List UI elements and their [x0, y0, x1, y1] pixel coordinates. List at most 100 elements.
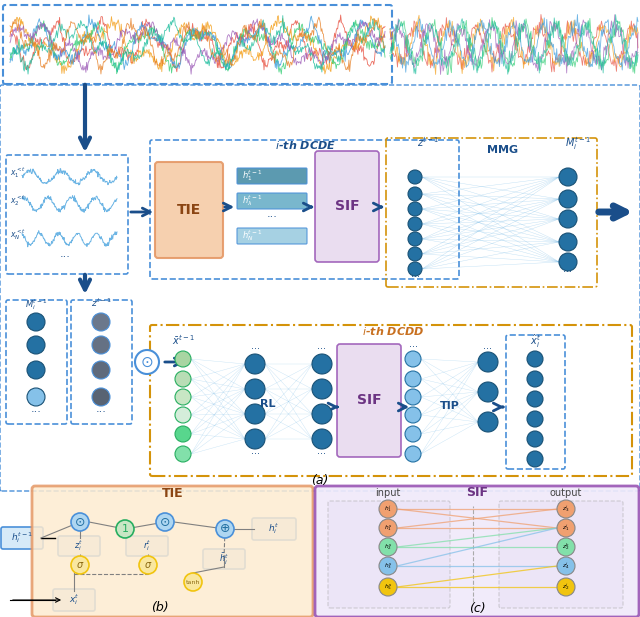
- Text: TIE: TIE: [177, 203, 201, 217]
- Circle shape: [557, 557, 575, 575]
- Circle shape: [312, 354, 332, 374]
- Text: ...: ...: [250, 446, 259, 456]
- Circle shape: [92, 361, 110, 379]
- Circle shape: [405, 351, 421, 367]
- Text: $\odot$: $\odot$: [159, 515, 171, 529]
- Text: (b): (b): [151, 601, 169, 614]
- Text: $M_i^{t-1}$: $M_i^{t-1}$: [565, 135, 591, 152]
- Circle shape: [405, 407, 421, 423]
- Text: $z^{t-1}$: $z^{t-1}$: [417, 135, 439, 149]
- Text: $x_1^{<t}$: $x_1^{<t}$: [10, 165, 26, 181]
- Circle shape: [527, 451, 543, 467]
- Circle shape: [559, 253, 577, 271]
- Circle shape: [557, 519, 575, 537]
- Circle shape: [116, 520, 134, 538]
- Text: ...: ...: [31, 404, 42, 414]
- FancyBboxPatch shape: [203, 549, 245, 569]
- Circle shape: [245, 404, 265, 424]
- Text: SIF: SIF: [356, 394, 381, 407]
- Text: $z_i^t$: $z_i^t$: [74, 539, 84, 553]
- Text: $x_N^{<t}$: $x_N^{<t}$: [10, 228, 26, 242]
- Circle shape: [557, 578, 575, 596]
- Circle shape: [527, 371, 543, 387]
- Text: ...: ...: [408, 339, 417, 349]
- Text: $h_2^s$: $h_2^s$: [384, 542, 392, 552]
- Text: $x_2^{<t}$: $x_2^{<t}$: [10, 193, 26, 207]
- FancyBboxPatch shape: [237, 193, 307, 209]
- Circle shape: [408, 202, 422, 216]
- Text: ...: ...: [563, 264, 573, 274]
- Circle shape: [312, 404, 332, 424]
- Circle shape: [175, 351, 191, 367]
- Circle shape: [175, 426, 191, 442]
- Text: RL: RL: [260, 399, 276, 409]
- Text: 1: 1: [122, 524, 129, 534]
- Text: $z^{t-1}$: $z^{t-1}$: [91, 297, 111, 309]
- Circle shape: [92, 336, 110, 354]
- FancyBboxPatch shape: [1, 527, 43, 549]
- Text: TIP: TIP: [440, 401, 460, 411]
- Text: $z_3^i$: $z_3^i$: [563, 503, 570, 515]
- Text: $x_i^t$: $x_i^t$: [68, 592, 79, 608]
- Circle shape: [184, 573, 202, 591]
- Circle shape: [175, 389, 191, 405]
- Text: ...: ...: [483, 341, 493, 351]
- Text: $h_i^{t-1}$: $h_i^{t-1}$: [11, 531, 33, 545]
- Circle shape: [527, 431, 543, 447]
- Circle shape: [559, 168, 577, 186]
- Circle shape: [405, 389, 421, 405]
- FancyBboxPatch shape: [328, 501, 450, 608]
- Text: $z_1^i$: $z_1^i$: [563, 523, 570, 534]
- Circle shape: [175, 371, 191, 387]
- Circle shape: [27, 361, 45, 379]
- Circle shape: [27, 388, 45, 406]
- Circle shape: [559, 233, 577, 251]
- FancyBboxPatch shape: [155, 162, 223, 258]
- Text: $\sigma$: $\sigma$: [76, 560, 84, 570]
- Text: $r_i^t$: $r_i^t$: [143, 539, 151, 553]
- FancyBboxPatch shape: [337, 344, 401, 457]
- Text: $\bar{h}_i^t$: $\bar{h}_i^t$: [219, 552, 229, 566]
- Circle shape: [379, 519, 397, 537]
- Text: (c): (c): [468, 602, 485, 615]
- Text: $z_2^k$: $z_2^k$: [562, 542, 570, 552]
- Text: MMG: MMG: [488, 145, 518, 155]
- Circle shape: [527, 351, 543, 367]
- Text: ...: ...: [250, 341, 259, 351]
- Circle shape: [478, 382, 498, 402]
- FancyBboxPatch shape: [32, 486, 313, 617]
- Circle shape: [478, 412, 498, 432]
- Circle shape: [408, 187, 422, 201]
- Circle shape: [559, 190, 577, 208]
- Text: $h_1^i$: $h_1^i$: [384, 503, 392, 515]
- Text: $h_5^s$: $h_5^s$: [384, 582, 392, 592]
- Text: $z_4^i$: $z_4^i$: [563, 561, 570, 571]
- Text: $h_1^s$: $h_1^s$: [384, 523, 392, 533]
- Text: SIF: SIF: [335, 199, 359, 213]
- FancyBboxPatch shape: [252, 518, 296, 540]
- Circle shape: [405, 371, 421, 387]
- Circle shape: [478, 352, 498, 372]
- Circle shape: [408, 247, 422, 261]
- Circle shape: [27, 336, 45, 354]
- Text: $i$-th DCDE: $i$-th DCDE: [275, 139, 335, 151]
- Text: $h_i^t$: $h_i^t$: [268, 521, 280, 536]
- Circle shape: [379, 500, 397, 518]
- Circle shape: [216, 520, 234, 538]
- Circle shape: [405, 446, 421, 462]
- Circle shape: [312, 429, 332, 449]
- Text: ...: ...: [410, 269, 419, 279]
- Text: $z_2^i$: $z_2^i$: [563, 582, 570, 592]
- FancyBboxPatch shape: [126, 536, 168, 556]
- Text: TIE: TIE: [162, 487, 183, 500]
- Text: $\sigma$: $\sigma$: [144, 560, 152, 570]
- Circle shape: [175, 407, 191, 423]
- Text: ...: ...: [531, 457, 540, 467]
- Circle shape: [71, 513, 89, 531]
- Circle shape: [408, 170, 422, 184]
- Text: ...: ...: [60, 249, 70, 259]
- Circle shape: [92, 388, 110, 406]
- Circle shape: [379, 578, 397, 596]
- Text: $i$-th DCDD: $i$-th DCDD: [362, 325, 424, 337]
- FancyBboxPatch shape: [58, 536, 100, 556]
